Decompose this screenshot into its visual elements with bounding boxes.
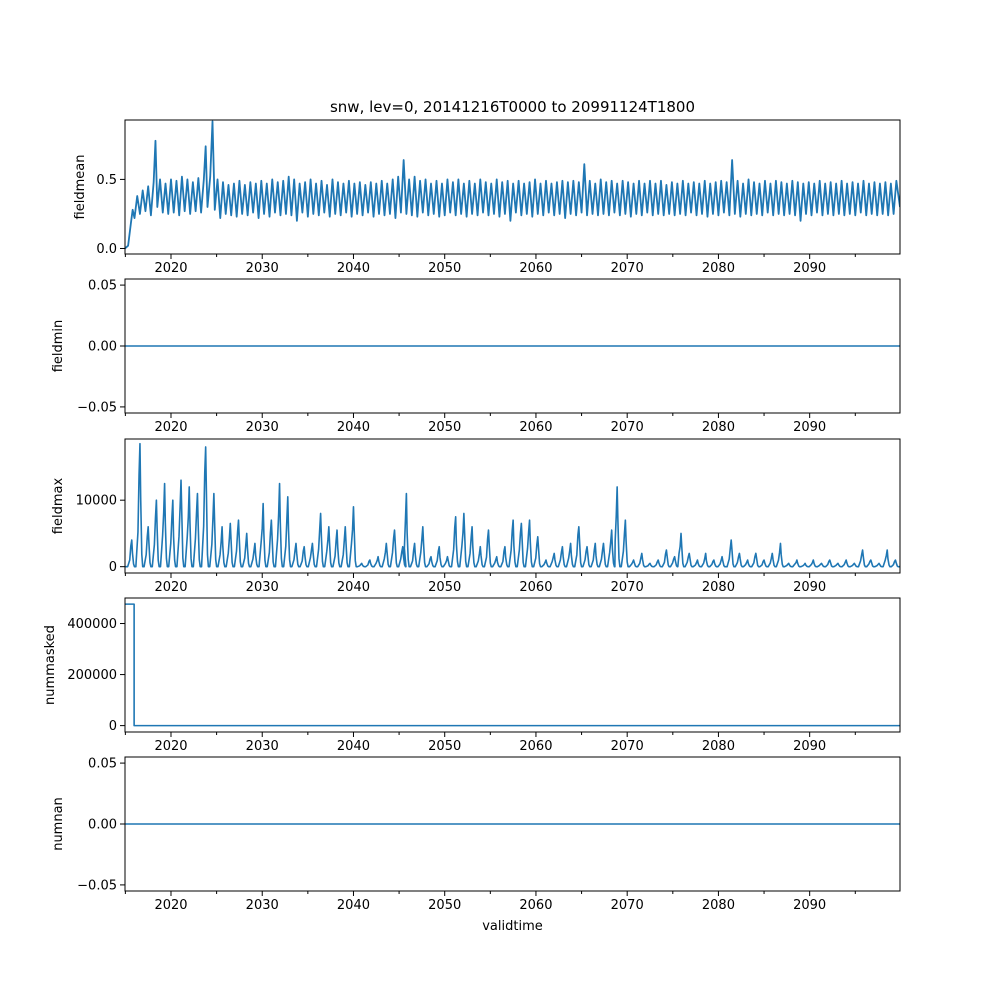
- x-tick-label: 2090: [793, 739, 826, 754]
- x-tick-label: 2080: [702, 261, 735, 276]
- x-tick-label: 2090: [793, 580, 826, 595]
- y-tick-label: 400000: [67, 617, 117, 632]
- x-tick-label: 2050: [428, 261, 461, 276]
- y-axis-label: fieldmin: [51, 320, 66, 373]
- y-tick-label: 0.05: [88, 279, 117, 294]
- x-tick-label: 2050: [428, 739, 461, 754]
- x-tick-label: 2040: [337, 261, 370, 276]
- x-tick-label: 2080: [702, 580, 735, 595]
- x-tick-label: 2030: [246, 420, 279, 435]
- x-tick-label: 2060: [519, 898, 552, 913]
- nummasked-axes-frame: [124, 597, 901, 733]
- x-tick-label: 2030: [246, 739, 279, 754]
- x-tick-label: 2030: [246, 580, 279, 595]
- x-tick-label: 2040: [337, 420, 370, 435]
- x-tick-label: 2060: [519, 739, 552, 754]
- y-tick-label: 0.0: [96, 242, 117, 257]
- subplot-numnan: 2020 2030 2040 2050 2060 2070 2080 2090 −0.05 0.0…: [51, 756, 901, 913]
- x-tick-label: 2080: [702, 739, 735, 754]
- x-tick-label: 2050: [428, 898, 461, 913]
- fieldmax-axes-frame: [124, 438, 901, 574]
- subplot-nummasked: 2020 2030 2040 2050 2060 2070 2080 2090 0 200000 4…: [43, 597, 901, 754]
- y-tick-label: 0.00: [88, 818, 117, 833]
- x-tick-label: 2040: [337, 898, 370, 913]
- x-tick-label: 2070: [611, 261, 644, 276]
- x-tick-label: 2080: [702, 898, 735, 913]
- y-axis-label: fieldmax: [51, 478, 66, 535]
- y-tick-label: 0.05: [88, 757, 117, 772]
- x-axis-label: validtime: [482, 919, 543, 934]
- x-tick-label: 2030: [246, 261, 279, 276]
- fieldmean-axes-frame: [124, 119, 901, 255]
- nummasked-series-line: [125, 603, 900, 727]
- y-tick-label: 0: [109, 560, 117, 575]
- subplot-fieldmax: 2020 2030 2040 2050 2060 2070 2080 2090 0 10000 fi…: [51, 438, 901, 595]
- x-tick-label: 2070: [611, 898, 644, 913]
- x-tick-label: 2090: [793, 261, 826, 276]
- x-tick-label: 2020: [154, 898, 187, 913]
- x-tick-label: 2030: [246, 898, 279, 913]
- y-axis-label: numnan: [51, 797, 66, 851]
- y-axis-label: nummasked: [43, 625, 58, 705]
- x-tick-label: 2080: [702, 420, 735, 435]
- x-tick-label: 2020: [154, 739, 187, 754]
- x-tick-label: 2070: [611, 739, 644, 754]
- x-tick-label: 2020: [154, 261, 187, 276]
- subplot-fieldmean: 2020 2030 2040 2050 2060 2070 2080 2090 0.0 0.5 fi…: [73, 119, 901, 276]
- subplot-fieldmin: 2020 2030 2040 2050 2060 2070 2080 2090 −0.05 0.0…: [51, 278, 901, 435]
- x-tick-label: 2020: [154, 420, 187, 435]
- figure-title: snw, lev=0, 20141216T0000 to 20991124T18…: [330, 98, 695, 116]
- x-tick-label: 2040: [337, 580, 370, 595]
- y-tick-label: 0.00: [88, 340, 117, 355]
- x-tick-label: 2040: [337, 739, 370, 754]
- x-tick-label: 2090: [793, 898, 826, 913]
- y-tick-label: 0.5: [96, 173, 117, 188]
- x-tick-label: 2020: [154, 580, 187, 595]
- y-axis-label: fieldmean: [73, 155, 88, 220]
- x-tick-label: 2090: [793, 420, 826, 435]
- x-tick-label: 2050: [428, 580, 461, 595]
- fieldmax-series-line: [125, 442, 900, 568]
- fieldmean-series-line: [125, 120, 900, 250]
- subplot-stack: 2020 2030 2040 2050 2060 2070 2080 2090 0.0 0.5 fi…: [43, 119, 901, 913]
- y-tick-label: 0: [109, 719, 117, 734]
- x-tick-label: 2060: [519, 261, 552, 276]
- x-tick-label: 2070: [611, 420, 644, 435]
- x-tick-label: 2070: [611, 580, 644, 595]
- x-tick-label: 2050: [428, 420, 461, 435]
- x-tick-label: 2060: [519, 420, 552, 435]
- y-tick-label: 200000: [67, 668, 117, 683]
- y-tick-label: −0.05: [77, 878, 117, 893]
- x-tick-label: 2060: [519, 580, 552, 595]
- y-tick-label: 10000: [76, 494, 117, 509]
- y-tick-label: −0.05: [77, 400, 117, 415]
